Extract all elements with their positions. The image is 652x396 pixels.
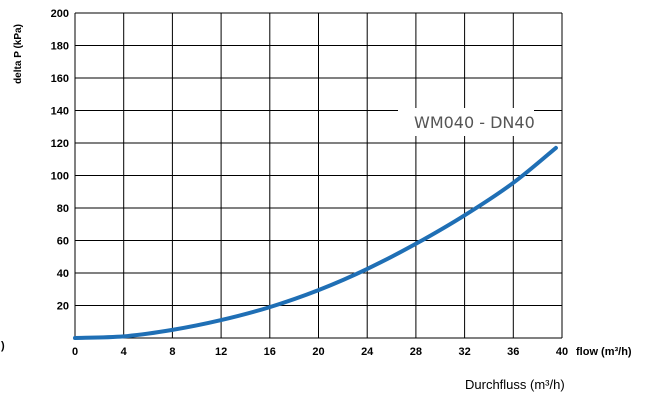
y-tick-label: 180	[51, 41, 69, 53]
x-tick-label: 8	[169, 346, 175, 358]
x-tick-label: 32	[458, 346, 470, 358]
x-axis-ticks: 0 4 8 12 16 20 24 28 32 36 40	[72, 346, 568, 358]
y-tick-label: 120	[51, 138, 69, 150]
y-tick-label: 20	[57, 301, 69, 313]
y-tick-label: 140	[51, 106, 69, 118]
y-tick-label: 100	[51, 171, 69, 183]
y-tick-label: 40	[57, 268, 69, 280]
x-tick-label: 28	[410, 346, 422, 358]
x-tick-label: 4	[121, 346, 128, 358]
y-axis-ticks: 20 40 60 80 100 120 140 160 180 200	[51, 8, 69, 313]
y-tick-label: 60	[57, 236, 69, 248]
y-tick-label: 200	[51, 8, 69, 20]
x-axis-label: flow (m³/h)	[576, 346, 632, 358]
x-tick-label: 20	[312, 346, 324, 358]
bottom-title: Durchfluss (m³/h)	[465, 377, 565, 392]
annotation-label: WM040 - DN40	[414, 113, 535, 132]
annotation-background	[398, 108, 534, 136]
y-tick-label: 160	[51, 73, 69, 85]
x-tick-label: 36	[507, 346, 519, 358]
series-group	[73, 145, 558, 340]
x-tick-label: 24	[361, 346, 374, 358]
x-tick-label: 12	[215, 346, 227, 358]
stray-bracket: )	[1, 340, 5, 352]
chart-grid	[74, 12, 563, 339]
series-line	[73, 145, 558, 340]
x-tick-label: 40	[556, 346, 568, 358]
y-tick-label: 80	[57, 203, 69, 215]
y-axis-label: delta P (kPa)	[13, 24, 24, 84]
x-tick-label: 16	[264, 346, 276, 358]
x-tick-label: 0	[72, 346, 78, 358]
